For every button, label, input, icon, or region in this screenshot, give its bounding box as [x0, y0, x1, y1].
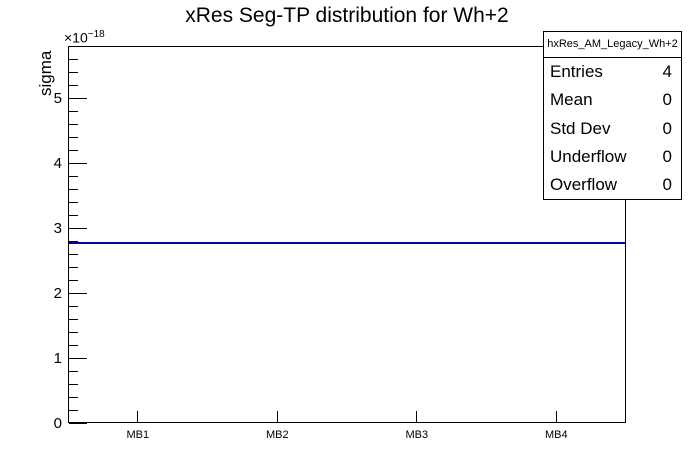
- y-minor-tick: [69, 266, 78, 268]
- y-minor-tick: [69, 331, 78, 333]
- y-scale-exponent: −18: [87, 29, 105, 40]
- plot-frame: [68, 46, 626, 423]
- histogram-line: [69, 242, 625, 244]
- y-minor-tick: [69, 409, 78, 411]
- y-minor-tick: [69, 305, 78, 307]
- y-minor-tick: [69, 396, 78, 398]
- y-scale-base: ×10: [64, 29, 88, 46]
- stats-row-value: 0: [662, 90, 672, 110]
- y-minor-tick: [69, 240, 78, 242]
- y-minor-tick: [69, 201, 78, 203]
- y-minor-tick: [69, 253, 78, 255]
- y-minor-tick: [69, 123, 78, 125]
- y-minor-tick: [69, 370, 78, 372]
- y-axis-scale-label: ×10−18: [64, 27, 105, 46]
- stats-row-value: 0: [662, 118, 672, 138]
- stats-row-label: Std Dev: [550, 118, 611, 138]
- y-tick-label: 3: [53, 220, 62, 237]
- y-major-tick: [69, 97, 87, 99]
- x-tick-label: MB1: [126, 429, 150, 441]
- stats-row: Mean 0: [544, 86, 681, 114]
- y-major-tick: [69, 357, 87, 359]
- x-tick: [137, 411, 139, 422]
- stats-rows: Entries 4 Mean 0 Std Dev 0 Underflow 0 Overflow 0: [544, 58, 681, 199]
- y-minor-tick: [69, 84, 78, 86]
- stats-row: Overflow 0: [544, 171, 681, 199]
- x-tick: [276, 411, 278, 422]
- y-minor-tick: [69, 188, 78, 190]
- y-tick-label: 0: [53, 415, 62, 432]
- y-minor-tick: [69, 136, 78, 138]
- y-tick-label: 1: [53, 350, 62, 367]
- y-major-tick: [69, 292, 87, 294]
- y-minor-tick: [69, 149, 78, 151]
- y-minor-tick: [69, 318, 78, 320]
- y-major-tick: [69, 162, 87, 164]
- y-minor-tick: [69, 344, 78, 346]
- chart-title: xRes Seg-TP distribution for Wh+2: [185, 4, 509, 27]
- stats-row-label: Mean: [550, 90, 593, 110]
- y-axis-title: sigma: [36, 50, 55, 96]
- stats-box-title: hxRes_AM_Legacy_Wh+2: [544, 32, 681, 58]
- x-tick-label: MB4: [544, 429, 568, 441]
- stats-row: Entries 4: [544, 58, 681, 86]
- y-major-tick: [69, 227, 87, 229]
- stats-row: Std Dev 0: [544, 114, 681, 142]
- y-tick-label: 2: [53, 285, 62, 302]
- y-minor-tick: [69, 71, 78, 73]
- y-tick-label: 5: [53, 90, 62, 107]
- y-minor-tick: [69, 383, 78, 385]
- y-tick-label: 4: [53, 155, 62, 172]
- x-tick: [555, 411, 557, 422]
- y-major-tick: [69, 422, 87, 424]
- stats-row-value: 0: [662, 146, 672, 166]
- y-minor-tick: [69, 110, 78, 112]
- stats-row-value: 4: [662, 62, 672, 82]
- stats-row-label: Underflow: [550, 146, 627, 166]
- stats-row: Underflow 0: [544, 143, 681, 171]
- x-tick: [416, 411, 418, 422]
- stats-row-label: Overflow: [550, 174, 618, 194]
- y-minor-tick: [69, 58, 78, 60]
- y-minor-tick: [69, 175, 78, 177]
- y-minor-tick: [69, 279, 78, 281]
- stats-box: hxRes_AM_Legacy_Wh+2 Entries 4 Mean 0 Std De…: [543, 31, 682, 200]
- y-minor-tick: [69, 214, 78, 216]
- y-minor-tick: [69, 45, 78, 47]
- stats-row-label: Entries: [550, 62, 603, 82]
- x-tick-label: MB2: [265, 429, 289, 441]
- x-tick-label: MB3: [405, 429, 429, 441]
- stats-row-value: 0: [662, 174, 672, 194]
